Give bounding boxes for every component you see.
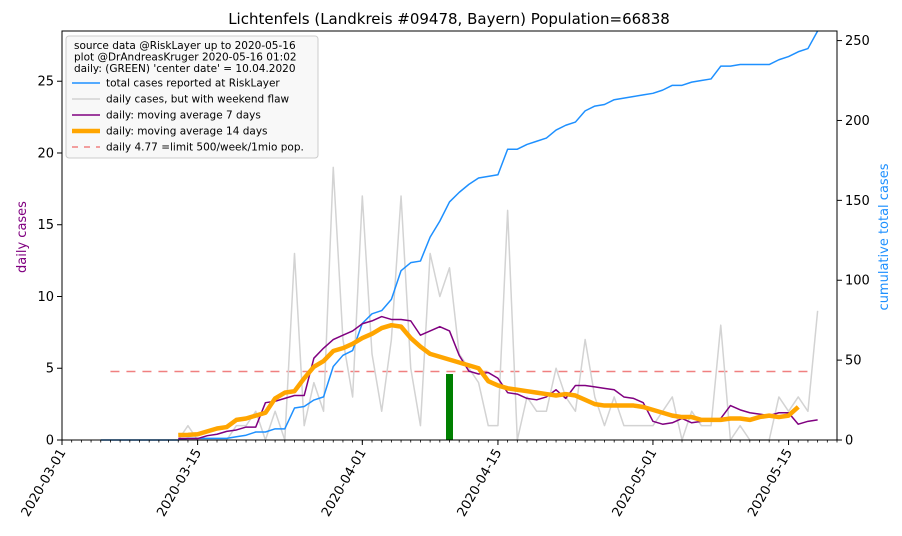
legend-entry: daily 4.77 =limit 500/week/1mio pop. (72, 142, 304, 154)
legend-label: total cases reported at RiskLayer (106, 78, 280, 90)
series-daily-moving-average-14-days (178, 322, 800, 438)
legend-label: daily: moving average 7 days (106, 110, 261, 122)
y-left-tick-label: 25 (37, 75, 54, 90)
legend-note: daily: (GREEN) 'center date' = 10.04.202… (74, 63, 296, 75)
y-left-tick-label: 5 (46, 362, 54, 377)
y-left-tick-label: 15 (37, 218, 54, 233)
y-right-tick-label: 150 (845, 194, 870, 209)
y-right-tick-label: 200 (845, 114, 870, 129)
y-right-tick-label: 0 (845, 434, 853, 449)
legend-label: daily: moving average 14 days (106, 126, 268, 138)
y-right-tick-label: 250 (845, 34, 870, 49)
y-left-tick-label: 10 (37, 290, 54, 305)
chart-title: Lichtenfels (Landkreis #09478, Bayern) P… (228, 10, 670, 28)
legend-entry: daily: moving average 14 days (72, 126, 268, 138)
y-left-tick-label: 0 (46, 434, 54, 449)
y-right-tick-label: 50 (845, 354, 862, 369)
legend-entry: daily cases, but with weekend flaw (72, 94, 290, 106)
legend-label: daily cases, but with weekend flaw (106, 94, 290, 106)
legend-label: daily 4.77 =limit 500/week/1mio pop. (106, 142, 304, 154)
legend-entry: daily: moving average 7 days (72, 110, 261, 122)
legend-entry: total cases reported at RiskLayer (72, 78, 280, 90)
y-right-tick-label: 100 (845, 274, 870, 289)
legend-note: source data @RiskLayer up to 2020-05-16 (74, 40, 296, 52)
center-date-bar (446, 373, 453, 440)
y-left-label: daily cases (15, 201, 30, 273)
legend-note: plot @DrAndreasKruger 2020-05-16 01:02 (74, 52, 297, 64)
y-right-label: cumulative total cases (877, 163, 892, 310)
legend-box (65, 35, 319, 159)
y-left-tick-label: 20 (37, 146, 54, 161)
legend: source data @RiskLayer up to 2020-05-16p… (65, 35, 319, 159)
